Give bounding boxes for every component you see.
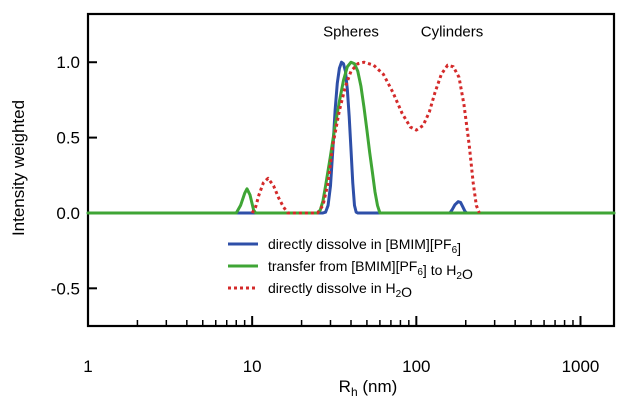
y-tick-label: 0.5 — [56, 129, 80, 148]
series-layer — [86, 60, 616, 215]
legend-label-1: directly dissolve in [BMIM][PF6] — [268, 236, 461, 256]
y-tick-label: 0.0 — [56, 204, 80, 223]
series-line-1 — [86, 60, 616, 215]
annotation-label: Spheres — [323, 24, 379, 41]
y-tick-label: -0.5 — [51, 279, 80, 298]
legend: directly dissolve in [BMIM][PF6]transfer… — [228, 236, 473, 300]
series-line-3 — [250, 60, 481, 215]
legend-label-3: directly dissolve in H2O — [268, 280, 412, 300]
x-tick-label: 100 — [402, 357, 430, 376]
series-line-2 — [86, 60, 616, 215]
x-axis-ticks: 1 10 100 1000 — [83, 316, 599, 376]
y-axis-label: Intensity weighted — [9, 100, 28, 236]
x-axis-label: Rh (nm) — [339, 377, 398, 396]
x-tick-label: 1 — [83, 357, 92, 376]
legend-label-2: transfer from [BMIM][PF6] to H2O — [268, 258, 473, 282]
y-axis-ticks: -0.5 0.0 0.5 1.0 — [51, 53, 97, 298]
annotations: Spheres Cylinders — [323, 24, 483, 41]
annotation-label: Cylinders — [421, 24, 484, 41]
x-tick-label: 1000 — [562, 357, 600, 376]
y-tick-label: 1.0 — [56, 53, 80, 72]
x-tick-label: 10 — [243, 357, 262, 376]
